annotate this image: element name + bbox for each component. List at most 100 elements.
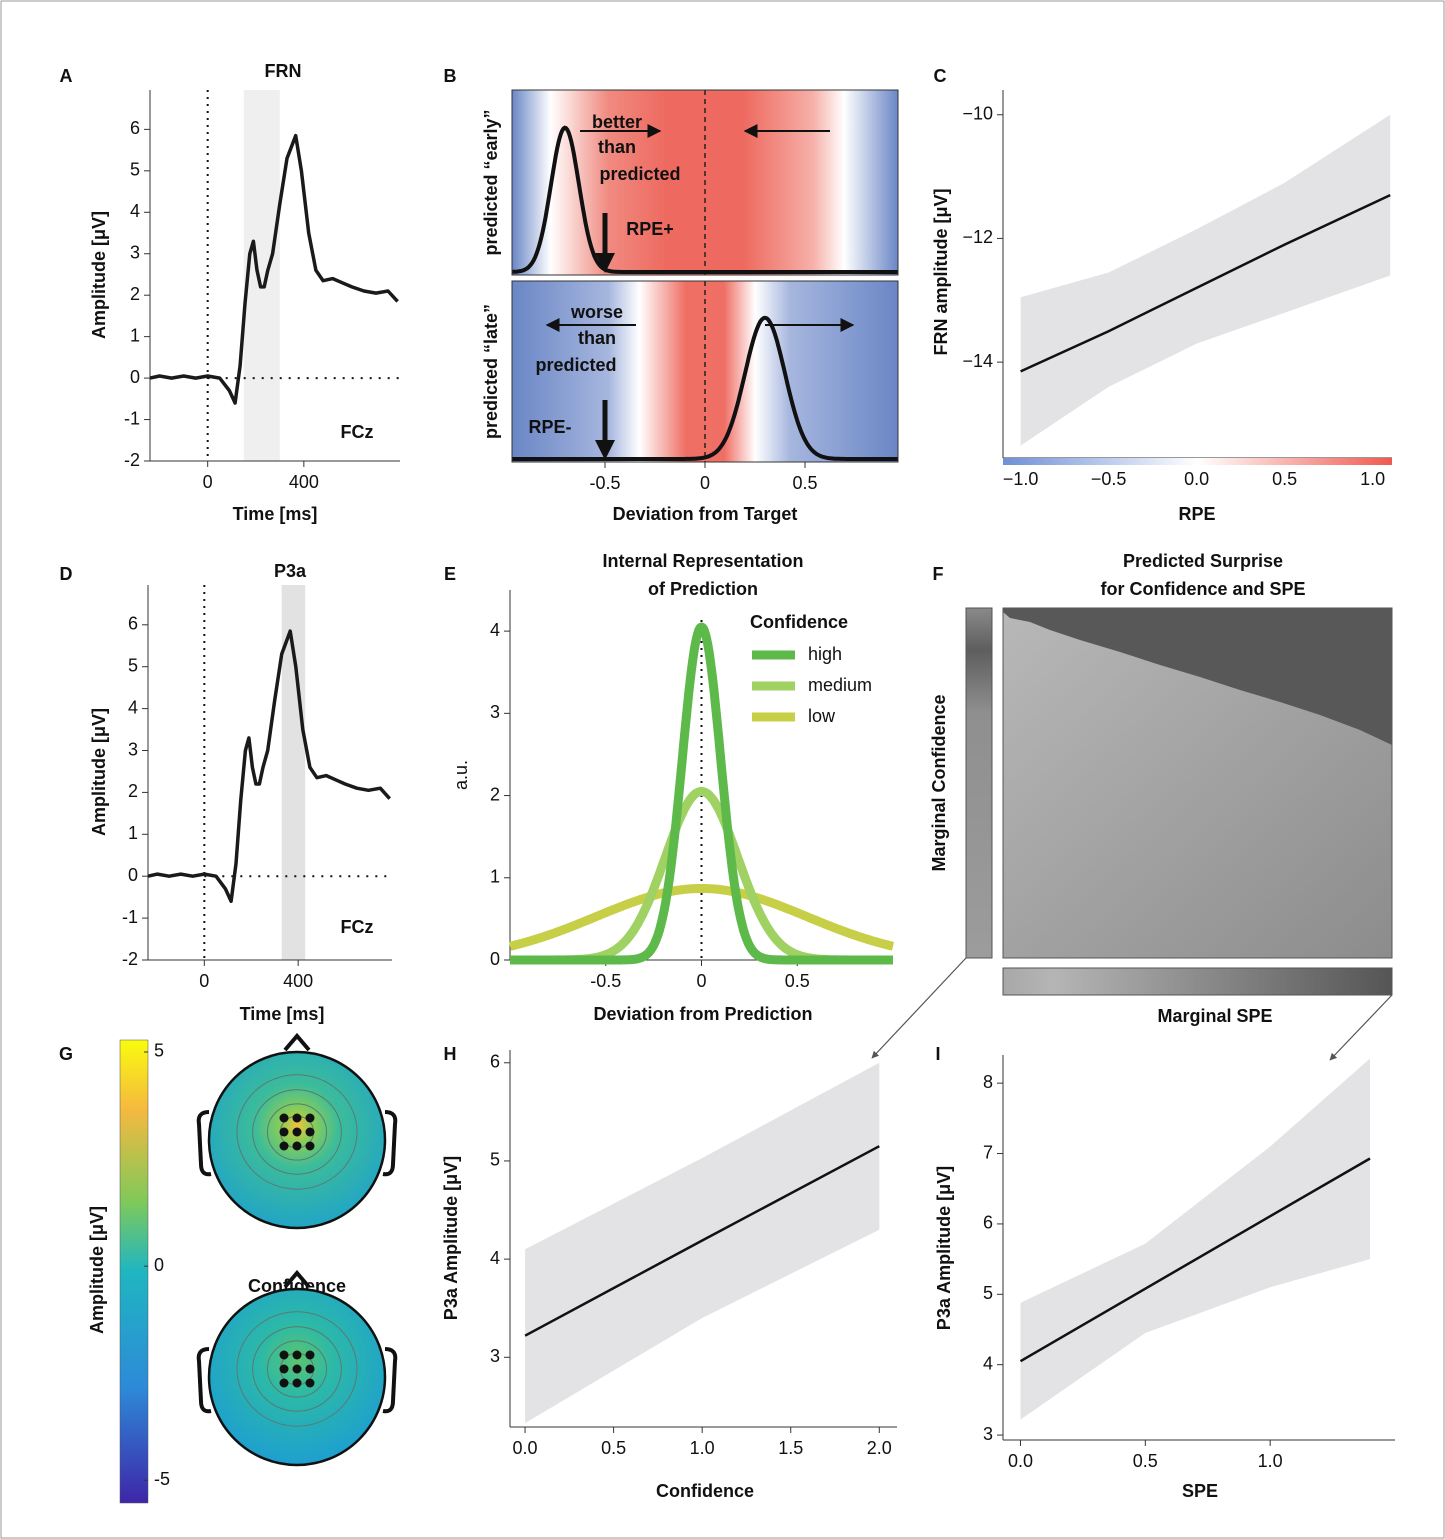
x-tick-label: 0.0 — [1184, 469, 1209, 489]
y-tick-label: 3 — [130, 242, 140, 262]
prediction-curve — [511, 125, 898, 274]
panel-letter: H — [444, 1044, 457, 1064]
electrode — [279, 1113, 289, 1123]
annotation: predicted — [599, 164, 680, 184]
y-tick-label: -1 — [122, 907, 138, 927]
y-tick-label: 4 — [128, 697, 138, 717]
x-tick-label: 2.0 — [867, 1438, 892, 1458]
erp-line — [149, 133, 399, 405]
y-tick-label: −12 — [962, 227, 993, 247]
regression-line — [1020, 193, 1391, 373]
y-tick-label: -2 — [122, 949, 138, 969]
panel-letter: I — [935, 1044, 940, 1064]
ear — [196, 1347, 212, 1414]
colorbar-tick-label: 5 — [154, 1041, 164, 1061]
electrode — [292, 1350, 302, 1360]
annotation: FCz — [341, 917, 374, 937]
electrode — [279, 1141, 289, 1151]
chart-title: Internal Representation — [602, 551, 803, 571]
x-tick-label: 400 — [289, 472, 319, 492]
electrode — [292, 1364, 302, 1374]
y-tick-label: 2 — [130, 284, 140, 304]
panel-letter: A — [60, 66, 73, 86]
y-tick-label: 3 — [983, 1424, 993, 1444]
contour — [236, 1074, 358, 1190]
y-axis-label: Amplitude [μV] — [89, 211, 109, 339]
y-tick-label: 0 — [130, 367, 140, 387]
annotation: worse — [570, 302, 623, 322]
x-tick-label: −1.0 — [1003, 469, 1039, 489]
panel-letter: C — [934, 66, 947, 86]
panel-letter: F — [933, 564, 944, 584]
ear — [382, 1110, 398, 1177]
annotation: predicted — [535, 355, 616, 375]
x-tick-label: 0.5 — [785, 971, 810, 991]
legend-label: medium — [808, 675, 872, 695]
y-axis-label: Amplitude [μV] — [89, 708, 109, 836]
electrode — [305, 1364, 315, 1374]
y-axis-label: a.u. — [451, 760, 471, 790]
colorbar — [1003, 458, 1392, 465]
chart-title: of Prediction — [648, 579, 758, 599]
x-tick-label: 0.5 — [1272, 469, 1297, 489]
contour — [252, 1326, 342, 1412]
y-axis-label: predicted “early” — [481, 109, 501, 255]
electrode — [279, 1350, 289, 1360]
chart-title: for Confidence and SPE — [1100, 579, 1305, 599]
y-tick-label: 0 — [128, 865, 138, 885]
analysis-window — [243, 90, 280, 461]
contour — [266, 1103, 328, 1161]
outcome-arrowhead — [595, 253, 615, 273]
y-tick-label: 5 — [128, 655, 138, 675]
legend-label: low — [808, 706, 836, 726]
density-curve — [506, 622, 897, 965]
y-tick-label: 1 — [130, 325, 140, 345]
y-tick-label: 4 — [490, 1248, 500, 1268]
y-tick-label: 6 — [130, 118, 140, 138]
arrow — [1329, 994, 1393, 1061]
x-tick-label: 0 — [199, 971, 209, 991]
annotation: better — [592, 112, 642, 132]
confidence-band — [1020, 114, 1391, 446]
scalp — [207, 1287, 387, 1467]
y-tick-label: 4 — [983, 1353, 993, 1373]
x-tick-label: −0.5 — [1091, 469, 1127, 489]
y-tick-label: 0 — [490, 949, 500, 969]
x-tick-label: 400 — [283, 971, 313, 991]
outcome-arrowhead — [595, 440, 615, 460]
y-tick-label: -2 — [124, 450, 140, 470]
heatmap-region — [1003, 608, 1392, 745]
x-tick-label: 1.0 — [1258, 1451, 1283, 1471]
x-tick-label: 1.5 — [778, 1438, 803, 1458]
ear — [196, 1110, 212, 1177]
y-tick-label: 3 — [128, 739, 138, 759]
y-tick-label: -1 — [124, 408, 140, 428]
x-tick-label: 0 — [203, 472, 213, 492]
x-tick-label: 0 — [696, 971, 706, 991]
panel-letter: G — [59, 1044, 73, 1064]
y-tick-label: 4 — [130, 201, 140, 221]
contour — [266, 1340, 328, 1398]
y-tick-label: 1 — [490, 867, 500, 887]
annotation: than — [598, 137, 636, 157]
legend-label: high — [808, 644, 842, 664]
y-tick-label: 8 — [983, 1072, 993, 1092]
colorbar-tick-label: 0 — [154, 1255, 164, 1275]
confidence-band — [1020, 1058, 1370, 1420]
x-tick-label: 0.5 — [1133, 1451, 1158, 1471]
y-axis-label: FRN amplitude [μV] — [931, 188, 951, 355]
legend-title: Confidence — [750, 612, 848, 632]
y-tick-label: 3 — [490, 1346, 500, 1366]
annotation: than — [578, 328, 616, 348]
panel-letter: B — [444, 66, 457, 86]
x-axis-label: Time [ms] — [240, 1004, 325, 1024]
electrode — [292, 1378, 302, 1388]
y-tick-label: 7 — [983, 1142, 993, 1162]
annotation: RPE+ — [626, 219, 674, 239]
electrode — [305, 1141, 315, 1151]
electrode — [279, 1127, 289, 1137]
scalp — [207, 1050, 387, 1230]
